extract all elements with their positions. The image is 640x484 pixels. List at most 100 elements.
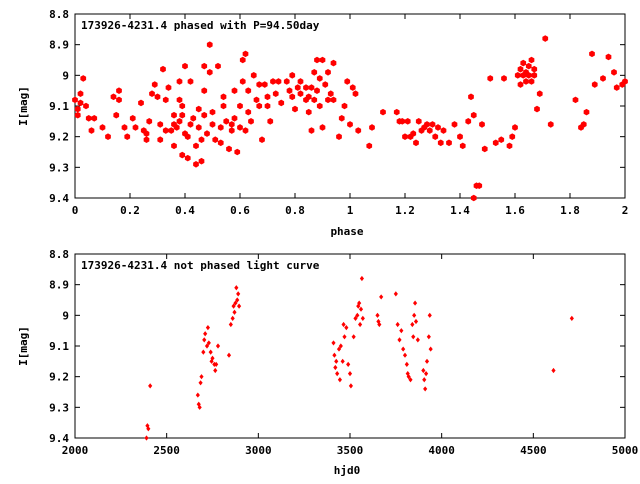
data-point — [203, 331, 208, 337]
data-point — [311, 68, 318, 76]
data-point — [248, 118, 254, 125]
data-point — [531, 65, 538, 73]
data-point — [424, 121, 430, 128]
data-point — [275, 78, 282, 85]
data-point — [481, 145, 488, 153]
data-point — [399, 328, 404, 334]
data-point — [105, 133, 111, 140]
data-point — [319, 124, 326, 131]
data-point — [332, 352, 337, 358]
x-tick-label: 2500 — [153, 444, 180, 457]
data-point — [377, 321, 382, 328]
data-point — [410, 130, 417, 137]
data-point — [206, 340, 211, 346]
data-point — [509, 133, 516, 140]
data-point — [551, 367, 556, 374]
data-point — [195, 124, 202, 131]
data-point — [270, 78, 276, 85]
data-point — [259, 136, 265, 144]
data-point — [201, 62, 208, 70]
data-point — [74, 111, 81, 119]
data-point — [352, 90, 359, 98]
data-point — [355, 127, 362, 134]
data-point — [165, 84, 172, 91]
x-tick-label: 3000 — [245, 444, 272, 457]
data-point — [412, 312, 417, 318]
data-point — [591, 81, 598, 88]
chart-title: 173926-4231.4 not phased light curve — [81, 259, 320, 272]
data-point — [393, 108, 400, 116]
data-point — [294, 84, 301, 91]
data-point — [292, 105, 298, 113]
data-point — [212, 136, 219, 144]
data-point — [193, 160, 199, 168]
x-tick-label: 1.6 — [505, 204, 525, 217]
data-point — [622, 78, 628, 85]
y-tick-label: 9.2 — [49, 371, 69, 384]
data-point — [162, 96, 169, 104]
plot-frame — [74, 13, 626, 199]
data-point — [77, 90, 84, 98]
x-axis-label: hjd0 — [334, 464, 361, 477]
data-point — [525, 62, 532, 70]
data-point — [512, 124, 518, 131]
data-point — [138, 99, 144, 107]
data-point — [110, 93, 117, 101]
data-point — [223, 118, 230, 125]
data-point — [124, 133, 131, 140]
data-point — [311, 96, 318, 104]
data-point — [338, 343, 343, 349]
data-point — [402, 133, 408, 140]
data-point — [347, 371, 353, 377]
data-point — [330, 96, 337, 104]
data-point — [149, 90, 155, 98]
data-point — [404, 361, 409, 367]
data-point — [88, 127, 95, 134]
data-point — [428, 346, 433, 352]
data-point — [85, 114, 92, 122]
x-tick-label: 1.8 — [560, 204, 580, 217]
x-axis-label: phase — [330, 225, 363, 238]
data-point — [346, 361, 351, 367]
data-point — [451, 121, 458, 128]
data-point — [234, 285, 239, 291]
data-point — [168, 127, 175, 134]
data-point — [144, 435, 149, 441]
data-point — [179, 151, 186, 159]
y-tick-label: 9 — [62, 309, 69, 322]
data-point — [411, 334, 416, 340]
data-point — [399, 118, 406, 125]
data-point — [322, 81, 329, 88]
plot-frame — [74, 253, 626, 439]
x-tick-label: 0.4 — [175, 204, 195, 217]
data-point — [233, 300, 238, 306]
data-point — [195, 105, 202, 113]
data-point — [547, 121, 554, 128]
data-point — [358, 306, 364, 312]
data-point — [198, 380, 203, 386]
data-point — [319, 56, 326, 64]
data-point — [427, 312, 432, 318]
data-point — [413, 318, 419, 325]
data-point — [121, 124, 128, 131]
data-point — [470, 111, 477, 119]
data-point — [239, 78, 246, 85]
data-point — [520, 59, 527, 67]
data-point — [215, 62, 221, 70]
data-point — [348, 383, 353, 389]
x-tick-label: 1.4 — [450, 204, 470, 217]
data-point — [171, 142, 177, 150]
y-tick-label: 9.3 — [49, 161, 69, 174]
data-point — [613, 84, 620, 91]
data-point — [404, 118, 411, 125]
data-point — [437, 139, 444, 147]
data-point — [74, 105, 81, 113]
data-point — [217, 139, 224, 147]
data-point — [422, 377, 427, 383]
data-point — [242, 50, 249, 58]
data-point — [83, 102, 89, 110]
data-point — [305, 93, 312, 101]
data-point — [116, 87, 122, 94]
data-point — [415, 337, 420, 343]
